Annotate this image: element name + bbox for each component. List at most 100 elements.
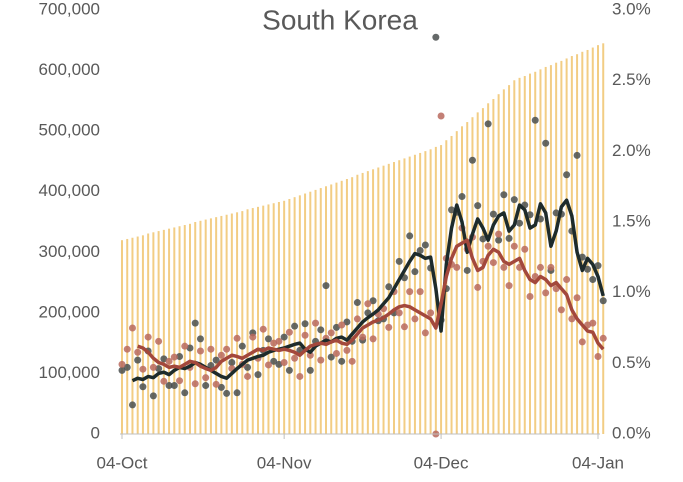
scatter-point [526,293,534,301]
y2-tick-label: 3.0% [612,0,651,18]
y2-tick-label: 2.5% [612,70,651,89]
bar [272,203,275,434]
bar [121,240,123,434]
bar [424,151,427,435]
bar [403,158,406,434]
scatter-point [578,338,586,346]
bar [304,193,307,434]
scatter-point [406,232,414,240]
bar [298,195,301,434]
bar [555,62,558,434]
bar [570,56,573,434]
scatter-point [385,283,393,291]
scatter-point [505,234,513,242]
scatter-point [176,377,184,385]
bar [335,182,338,434]
bar [544,66,547,435]
scatter-point [176,352,184,360]
scatter-point [468,156,476,164]
bar [560,60,563,434]
scatter-point [359,333,367,341]
bar [429,149,432,435]
y-tick-label: 100,000 [39,363,100,382]
x-tick-label: 04-Jan [572,453,624,472]
bar [236,212,239,434]
scatter-point [395,309,403,317]
scatter-point [594,352,602,360]
scatter-point [552,209,560,217]
scatter-point [228,359,236,367]
bar [518,77,521,434]
scatter-point [181,342,189,350]
scatter-point [474,283,482,291]
bar [345,178,348,434]
scatter-point [521,245,529,253]
bar [466,122,469,435]
scatter-point [505,282,513,290]
scatter-point [233,389,241,397]
bar [230,213,233,434]
bar [189,223,191,434]
scatter-point [411,268,419,276]
scatter-point [411,315,419,323]
scatter-point [238,342,246,350]
scatter-point [155,337,163,345]
scatter-point [395,257,403,265]
bar [602,43,605,435]
bar [209,218,212,434]
bar [131,237,134,434]
bar [471,117,474,434]
bar [204,219,207,434]
scatter-point [542,139,550,147]
scatter-point [128,324,136,332]
scatter-point [212,380,220,388]
scatter-point [557,306,565,314]
scatter-point [573,151,581,159]
bar [481,108,484,434]
bar [277,202,280,434]
bar [168,228,171,434]
y2-tick-label: 0.0% [612,423,651,442]
bar [251,208,254,434]
bar [241,211,244,434]
x-tick-label: 04-Nov [257,453,312,472]
bar [267,204,270,434]
y2-tick-label: 2.0% [612,141,651,160]
scatter-point [589,276,597,284]
scatter-point [364,300,372,308]
scatter-point [343,346,351,354]
scatter-point [165,382,173,390]
bar [225,214,228,434]
scatter-point [369,297,377,305]
scatter-point [484,242,492,250]
scatter-point [170,382,178,390]
scatter-point [458,193,466,201]
y-tick-label: 700,000 [39,0,100,18]
scatter-point [516,219,524,227]
y-tick-label: 300,000 [39,242,100,261]
bar [492,99,495,434]
bar [565,58,568,434]
scatter-point [332,323,340,331]
scatter-point [416,288,424,296]
scatter-point [599,297,607,305]
bar [215,217,218,434]
bar [382,165,385,434]
bar [529,73,531,434]
bar [319,188,322,434]
y2-tick-label: 0.5% [612,353,651,372]
bar [183,225,186,434]
scatter-point [123,363,131,371]
scatter-point [531,116,539,124]
scatter-point [327,329,335,337]
scatter-point [306,351,314,359]
scatter-point [385,323,393,331]
scatter-point [275,337,283,345]
y-tick-label: 0 [91,423,100,442]
bar [152,232,155,434]
bar [455,131,458,434]
scatter-point [416,246,424,254]
scatter-point [484,120,492,128]
bar [340,180,343,434]
